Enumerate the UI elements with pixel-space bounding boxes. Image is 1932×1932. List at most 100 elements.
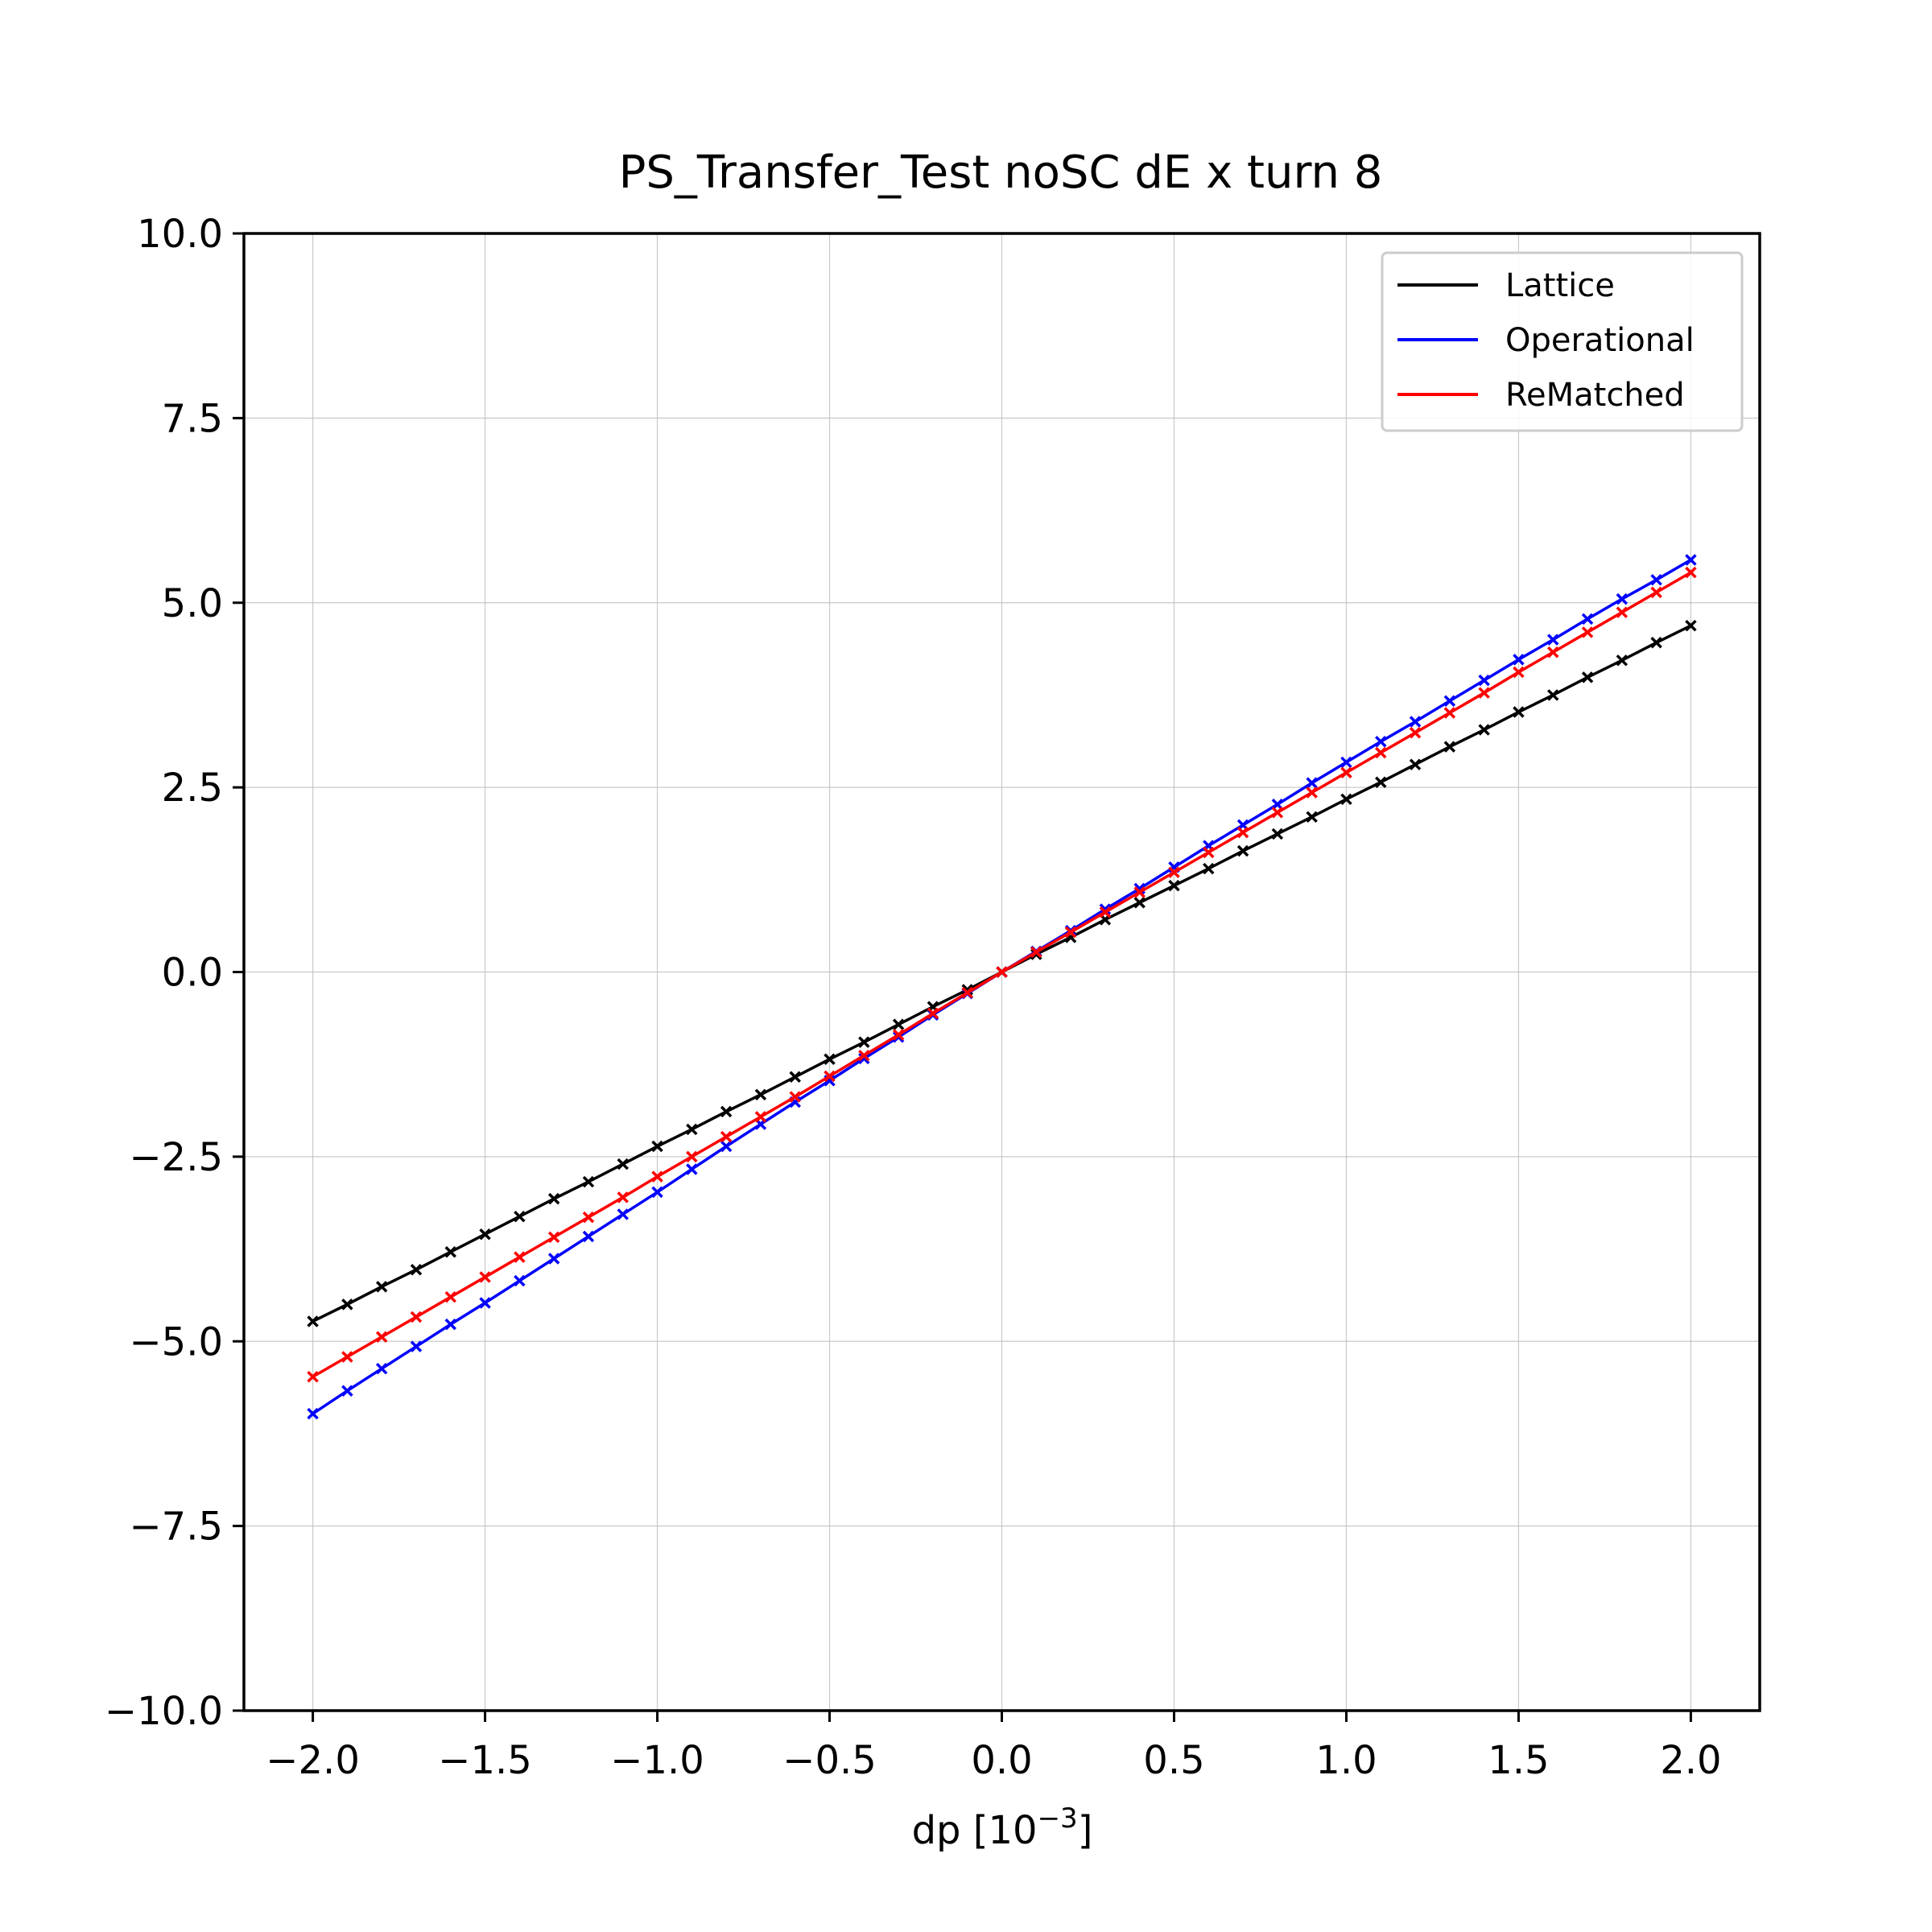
- data-point: [651, 1140, 663, 1153]
- data-point: [1064, 926, 1077, 939]
- legend: Lattice Operational ReMatched: [1381, 251, 1744, 432]
- data-point: [1203, 846, 1215, 859]
- data-point: [686, 1123, 698, 1136]
- data-point: [341, 1385, 353, 1397]
- x-axis-label: dp [10−3]: [912, 1802, 1093, 1853]
- data-point: [307, 1315, 319, 1327]
- data-point: [1650, 574, 1662, 586]
- data-point: [1616, 592, 1629, 605]
- data-point: [754, 1111, 767, 1123]
- data-point: [720, 1140, 733, 1153]
- data-point: [686, 1163, 698, 1175]
- data-point: [1340, 756, 1352, 769]
- data-point: [1581, 626, 1594, 638]
- data-point: [1375, 736, 1387, 748]
- data-point: [617, 1191, 629, 1203]
- y-tick-label: −7.5: [129, 1505, 223, 1550]
- y-tick-label: 0.0: [162, 951, 223, 996]
- data-point: [858, 1052, 870, 1065]
- data-point: [1203, 862, 1215, 875]
- data-point: [1443, 695, 1456, 708]
- data-point: [789, 1071, 801, 1084]
- data-point: [892, 1018, 905, 1030]
- data-point: [1375, 746, 1387, 759]
- data-point: [892, 1029, 905, 1041]
- data-point: [1030, 946, 1042, 958]
- data-point: [1685, 554, 1697, 566]
- data-point: [1168, 866, 1180, 878]
- data-point: [789, 1091, 801, 1103]
- data-point: [617, 1158, 629, 1170]
- data-point: [754, 1088, 767, 1101]
- data-point: [1443, 741, 1456, 753]
- data-point: [1546, 634, 1559, 646]
- data-point: [1546, 689, 1559, 701]
- x-tick-label: 1.5: [1488, 1738, 1549, 1783]
- ticks: −2.0 −1.5 −1.0 −0.5 0.0 0.5 1.0 1.5 2.0 −10.0 −7.5…: [105, 212, 1722, 1783]
- data-point: [582, 1230, 595, 1243]
- data-point: [1443, 707, 1456, 719]
- x-tick-label: −1.5: [438, 1738, 532, 1783]
- data-point: [479, 1228, 491, 1241]
- data-point: [582, 1175, 595, 1188]
- data-point: [410, 1311, 423, 1323]
- data-point: [720, 1130, 733, 1143]
- data-point: [1340, 766, 1352, 779]
- data-point: [1340, 793, 1352, 806]
- data-point: [444, 1318, 457, 1331]
- data-point: [1271, 828, 1284, 840]
- data-point: [375, 1281, 388, 1293]
- y-tick-label: −2.5: [129, 1135, 223, 1180]
- data-point: [1616, 606, 1629, 618]
- data-point: [582, 1211, 595, 1224]
- data-point: [927, 1007, 939, 1020]
- data-point: [1409, 758, 1422, 770]
- data-point: [1133, 897, 1146, 909]
- data-point: [444, 1290, 457, 1303]
- y-tick-label: −10.0: [105, 1689, 223, 1734]
- data-point: [1546, 646, 1559, 658]
- data-point: [1685, 619, 1697, 632]
- data-point: [1581, 671, 1594, 683]
- data-point: [1271, 807, 1284, 819]
- data-point: [1306, 786, 1318, 799]
- data-point: [1306, 777, 1318, 789]
- data-point: [720, 1105, 733, 1118]
- data-point: [961, 986, 973, 999]
- data-point: [1478, 724, 1490, 736]
- legend-frame: [1381, 251, 1744, 432]
- data-point: [824, 1070, 836, 1083]
- data-point: [307, 1371, 319, 1383]
- data-point: [1409, 716, 1422, 728]
- data-point: [375, 1362, 388, 1375]
- series-rematched: [307, 566, 1697, 1383]
- data-point: [1236, 826, 1249, 839]
- x-tick-label: 0.5: [1143, 1738, 1204, 1783]
- data-point: [858, 1036, 870, 1048]
- data-point: [1513, 654, 1525, 666]
- data-point: [444, 1245, 457, 1258]
- data-point: [1581, 613, 1594, 625]
- y-tick-label: 2.5: [162, 766, 223, 811]
- x-tick-label: −1.0: [610, 1738, 704, 1783]
- legend-label: ReMatched: [1505, 377, 1685, 414]
- data-point: [651, 1170, 663, 1183]
- data-point: [1685, 566, 1697, 579]
- data-point: [1650, 637, 1662, 649]
- data-point: [479, 1297, 491, 1309]
- data-point: [1513, 666, 1525, 679]
- data-point: [651, 1186, 663, 1199]
- data-point: [479, 1271, 491, 1283]
- data-point: [375, 1331, 388, 1343]
- data-point: [1650, 586, 1662, 599]
- data-point: [1513, 706, 1525, 718]
- data-point: [514, 1210, 526, 1223]
- data-point: [1375, 776, 1387, 788]
- data-point: [1306, 811, 1318, 824]
- data-point: [617, 1208, 629, 1220]
- data-point: [341, 1298, 353, 1311]
- data-point: [1133, 886, 1146, 898]
- data-point: [1478, 687, 1490, 699]
- data-point: [514, 1251, 526, 1263]
